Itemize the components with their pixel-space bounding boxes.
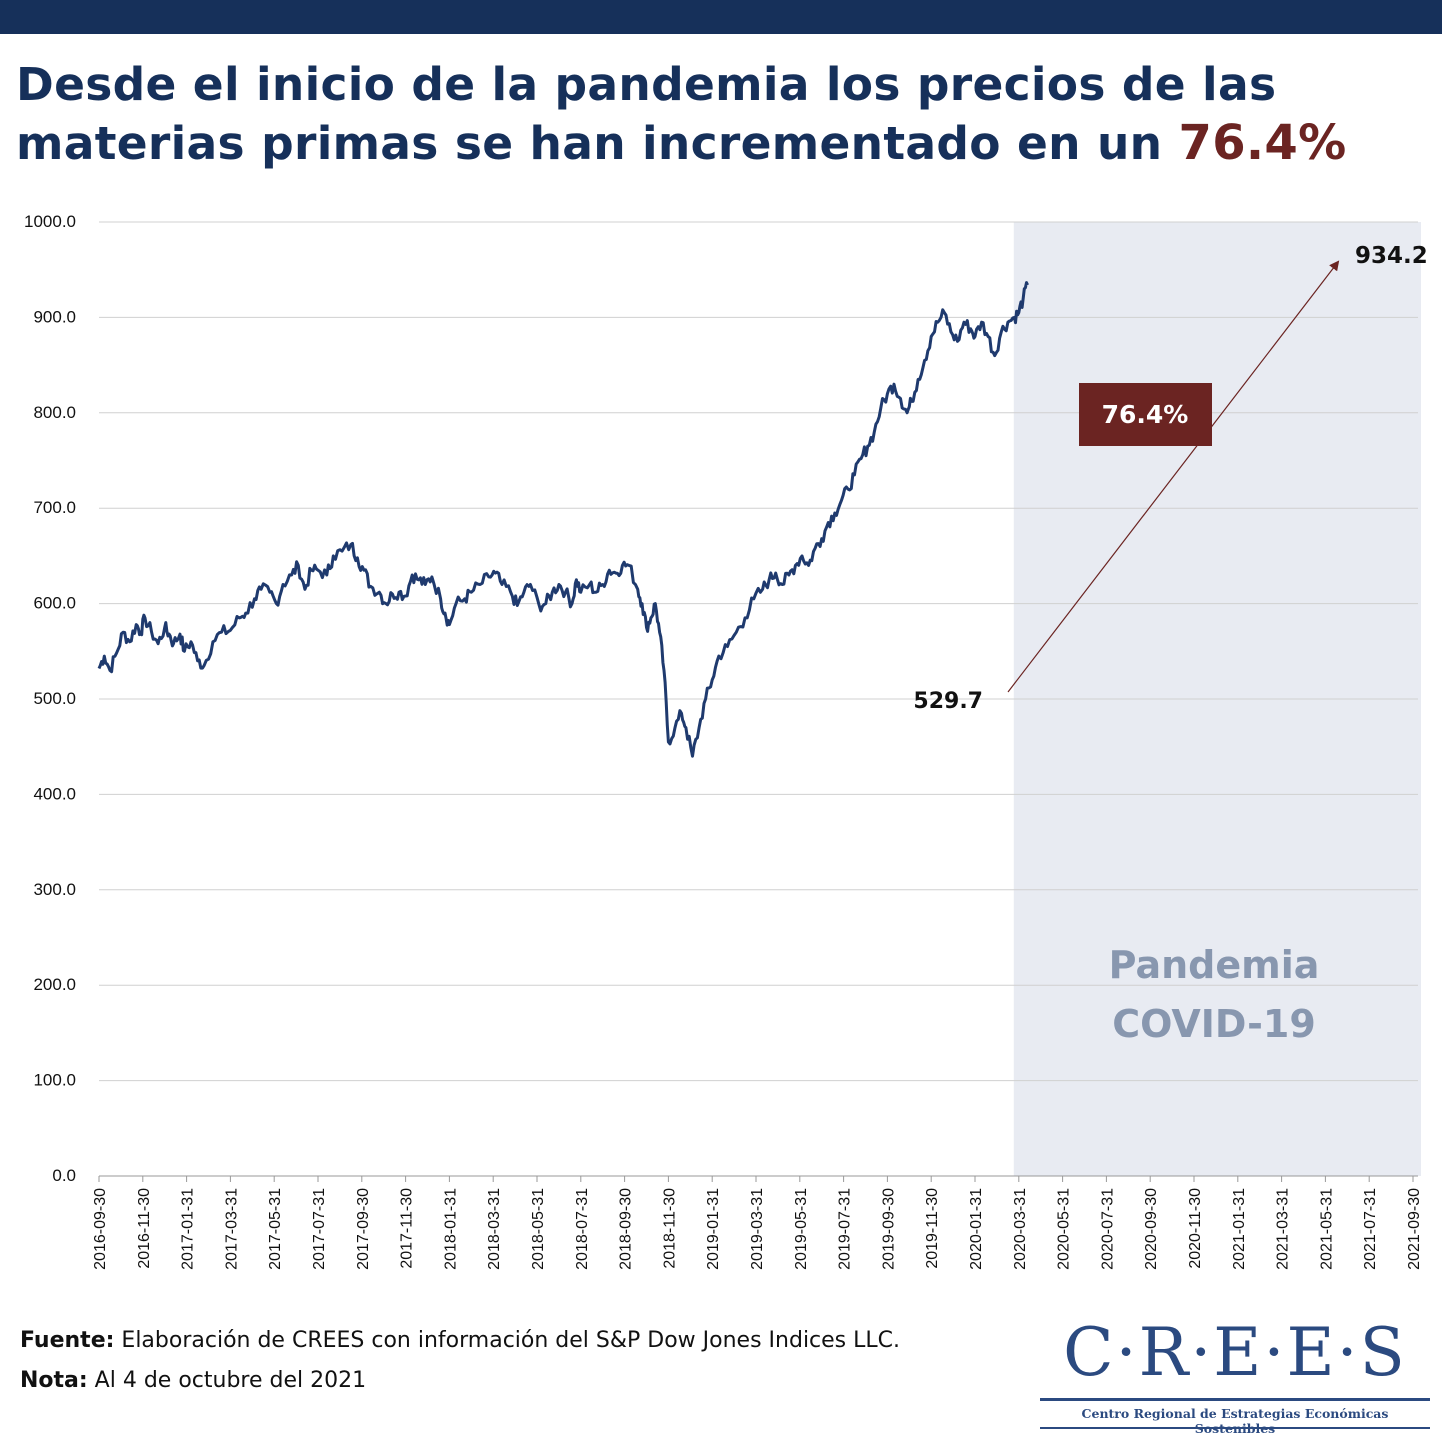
y-tick-label: 900.0	[33, 307, 76, 326]
x-tick-label: 2021-07-31	[1362, 1188, 1379, 1270]
pandemic-label-line2: COVID-19	[1112, 1002, 1316, 1046]
x-tick-label: 2020-07-31	[1099, 1188, 1116, 1270]
y-tick-label: 500.0	[33, 689, 76, 708]
trend-arrow	[1007, 260, 1340, 693]
x-tick-label: 2017-01-31	[180, 1188, 197, 1270]
x-tick-label: 2016-09-30	[92, 1188, 109, 1270]
x-tick-label: 2019-01-31	[705, 1188, 722, 1270]
series-line-commodity-index	[97, 281, 1029, 758]
y-tick-label: 800.0	[33, 403, 76, 422]
x-tick-label: 2019-09-30	[880, 1188, 897, 1270]
x-tick-label: 2018-01-31	[442, 1188, 459, 1270]
x-tick-label: 2021-01-31	[1231, 1188, 1248, 1270]
crees-logo: C·R·E·E·S Centro Regional de Estrategias…	[1040, 1314, 1430, 1436]
x-tick-label: 2020-11-30	[1187, 1188, 1204, 1269]
x-tick-label: 2018-11-30	[661, 1188, 678, 1269]
page-title: Desde el inicio de la pandemia los preci…	[16, 56, 1436, 173]
y-tick-label: 100.0	[33, 1071, 76, 1090]
x-tick-label: 2020-09-30	[1143, 1188, 1160, 1270]
y-tick-label: 1000.0	[24, 212, 76, 231]
logo-rule-bottom	[1040, 1427, 1430, 1429]
y-tick-label: 700.0	[33, 498, 76, 517]
x-tick-label: 2019-07-31	[837, 1188, 854, 1270]
x-tick-label: 2017-03-31	[223, 1188, 240, 1270]
x-tick-label: 2019-05-31	[793, 1188, 810, 1270]
x-tick-label: 2021-05-31	[1318, 1188, 1335, 1270]
y-tick-label: 200.0	[33, 975, 76, 994]
x-tick-label: 2016-11-30	[136, 1188, 153, 1269]
source-text: Elaboración de CREES con información del…	[114, 1328, 901, 1353]
source-note: Fuente: Elaboración de CREES con informa…	[20, 1328, 900, 1353]
x-tick-label: 2018-03-31	[486, 1188, 503, 1270]
commodity-line-chart: 0.0 100.0 200.0 300.0 400.0 500.0 600.0 700.0 80…	[24, 212, 1428, 1270]
start-value-label: 529.7	[913, 689, 983, 714]
x-tick-label: 2020-01-31	[968, 1188, 985, 1270]
title-highlight: 76.4%	[1178, 115, 1347, 171]
x-tick-label: 2017-07-31	[311, 1188, 328, 1270]
x-tick-label: 2018-05-31	[530, 1188, 547, 1270]
end-value-label: 934.2	[1355, 243, 1428, 269]
change-label-box	[1079, 383, 1212, 446]
y-tick-label: 600.0	[33, 594, 76, 613]
x-tick-label: 2019-03-31	[749, 1188, 766, 1270]
pandemic-label-line1: Pandemia	[1109, 943, 1320, 987]
x-tick-label: 2017-09-30	[355, 1188, 372, 1270]
change-label: 76.4%	[1102, 400, 1189, 429]
date-note: Nota: Al 4 de octubre del 2021	[20, 1368, 366, 1393]
logo-subtitle: Centro Regional de Estrategias Económica…	[1081, 1406, 1389, 1436]
source-label: Fuente:	[20, 1328, 115, 1353]
logo-rule	[1040, 1398, 1430, 1401]
y-tick-label: 400.0	[33, 784, 76, 803]
x-tick-label: 2018-07-31	[574, 1188, 591, 1270]
x-tick-label: 2017-05-31	[267, 1188, 284, 1270]
x-tick-label: 2018-09-30	[618, 1188, 635, 1270]
x-tick-label: 2017-11-30	[399, 1188, 416, 1269]
title-main: Desde el inicio de la pandemia los preci…	[16, 58, 1277, 170]
note-text: Al 4 de octubre del 2021	[87, 1368, 367, 1393]
top-banner	[0, 0, 1442, 34]
note-label: Nota:	[20, 1368, 88, 1393]
x-tick-label: 2019-11-30	[924, 1188, 941, 1269]
y-tick-label: 0.0	[52, 1166, 76, 1185]
x-tick-label: 2021-09-30	[1406, 1188, 1423, 1270]
y-tick-label: 300.0	[33, 880, 76, 899]
logo-wordmark: C·R·E·E·S	[1063, 1314, 1407, 1391]
x-tick-label: 2020-03-31	[1012, 1188, 1029, 1270]
x-tick-label: 2021-03-31	[1275, 1188, 1292, 1270]
x-tick-label: 2020-05-31	[1056, 1188, 1073, 1270]
